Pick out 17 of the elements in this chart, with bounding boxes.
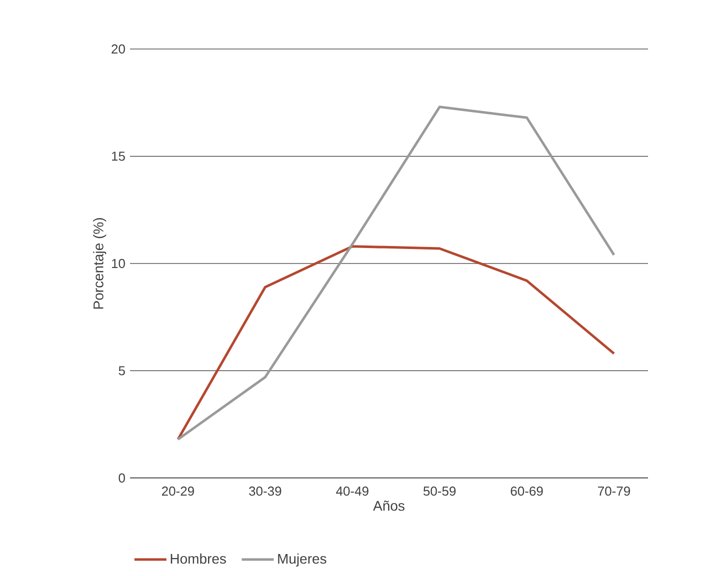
x-axis-title: Años — [373, 500, 404, 511]
line-series — [176, 245, 616, 441]
y-tick-label: 20 — [112, 44, 125, 54]
x-tick-label: 70-79 — [598, 486, 630, 496]
x-tick-label: 30-39 — [249, 486, 282, 496]
line-series — [176, 106, 616, 441]
x-tick-label: 40-49 — [336, 486, 368, 496]
y-tick-label: 0 — [118, 473, 125, 483]
legend-label: Mujeres — [278, 553, 326, 567]
y-tick-label: 15 — [112, 152, 125, 161]
x-tick-label: 20-29 — [162, 486, 194, 496]
legend-label: Hombres — [170, 553, 226, 564]
x-tick-label: 50-59 — [423, 486, 456, 496]
x-tick-label: 60-69 — [510, 486, 543, 496]
y-tick-label: 10 — [112, 258, 125, 268]
y-tick-label: 5 — [118, 366, 125, 376]
y-axis-title: Porcentaje (%) — [93, 218, 106, 309]
